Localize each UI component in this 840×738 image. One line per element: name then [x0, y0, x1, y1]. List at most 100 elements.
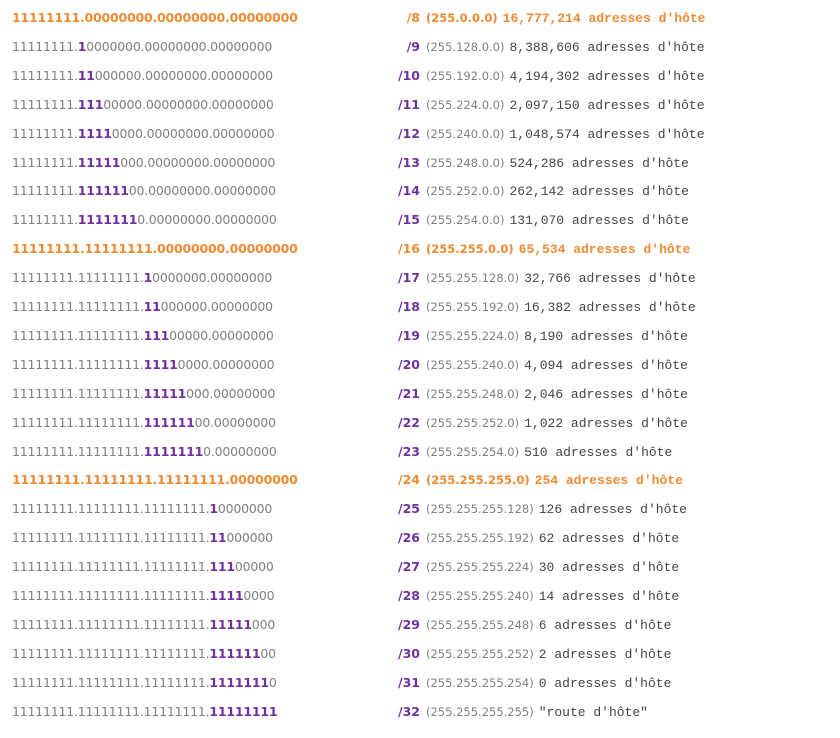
binary-part: 00 [260, 645, 276, 661]
network-bits: 1111111 [143, 443, 204, 459]
binary-part: 00000.00000000.00000000 [103, 96, 274, 112]
host-count: 262,142 adresses d'hôte [509, 184, 689, 200]
cidr-prefix: /14 [398, 183, 420, 199]
binary-part: 00.00000000 [194, 414, 277, 430]
binary-part: 11111111.11111111.11111111. [12, 674, 210, 690]
dotted-mask: (255.255.240.0) [426, 357, 520, 372]
network-bits: 1111 [209, 588, 244, 603]
binary-mask: 11111111.10000000.00000000.00000000 [12, 33, 377, 61]
cidr-prefix: /28 [398, 588, 420, 603]
network-bits: 1111111 [209, 674, 269, 690]
cidr-prefix: /16 [398, 241, 420, 257]
binary-part: 000 [251, 616, 276, 632]
dotted-mask: (255.255.255.128) [426, 502, 534, 517]
dotted-mask: (255.255.255.240) [426, 589, 534, 603]
binary-mask: 11111111.11111111.11110000.00000000 [12, 351, 377, 379]
dotted-mask: (255.248.0.0) [426, 155, 505, 170]
mask-info: (255.255.255.192) 62 adresses d'hôte [426, 524, 679, 553]
binary-part: 11111111. [12, 154, 78, 170]
host-count: 2 adresses d'hôte [538, 646, 672, 662]
dotted-mask: (255.254.0.0) [426, 213, 505, 228]
binary-part: 11111111. [12, 183, 78, 199]
host-count: 4,094 adresses d'hôte [524, 357, 688, 373]
host-count: 1,022 adresses d'hôte [524, 415, 688, 431]
host-count: 254 adresses d'hôte [534, 473, 683, 489]
dotted-mask: (255.224.0.0) [426, 97, 505, 112]
binary-part: 0000000.00000000 [152, 270, 273, 286]
binary-part: 00.00000000.00000000 [128, 183, 276, 199]
cidr-prefix: /15 [398, 212, 420, 228]
binary-part: 11111111.11111111.11111111.00000000 [12, 472, 298, 488]
host-count: 8,190 adresses d'hôte [524, 328, 688, 344]
dotted-mask: (255.252.0.0) [426, 184, 505, 199]
dotted-mask: (255.255.252.0) [426, 415, 520, 430]
binary-part: 11111111.11111111.11111111. [12, 703, 210, 719]
cidr-prefix: /24 [398, 472, 420, 488]
network-bits: 1 [209, 501, 218, 517]
host-count: 510 adresses d'hôte [524, 444, 673, 460]
cidr-prefix: /30 [398, 645, 420, 661]
network-bits: 111111 [77, 183, 129, 199]
host-count: 0 adresses d'hôte [538, 675, 672, 691]
cidr-prefix: /25 [398, 501, 420, 517]
cidr-prefix: /11 [398, 96, 420, 112]
binary-mask: 11111111.11111111.11111110.00000000 [12, 438, 377, 466]
network-bits: 11 [143, 299, 161, 314]
binary-part: 0000.00000000 [177, 356, 275, 372]
host-count: 126 adresses d'hôte [538, 502, 687, 518]
network-bits: 11 [77, 67, 95, 83]
network-bits: 11 [209, 530, 227, 546]
binary-mask: 11111111.00000000.00000000.00000000 [12, 4, 377, 32]
network-bits: 1111111 [77, 212, 138, 228]
binary-part: 0000000.00000000.00000000 [86, 38, 273, 54]
binary-part: 11111111.11111111. [12, 385, 144, 401]
binary-part: 11111111. [12, 212, 78, 228]
binary-part: 11111111.11111111. [12, 443, 144, 459]
binary-part: 000000 [226, 530, 273, 546]
mask-info: (255.255.255.248) 6 adresses d'hôte [426, 611, 671, 640]
binary-part: 000000.00000000.00000000 [94, 67, 273, 83]
dotted-mask: (255.192.0.0) [426, 68, 505, 83]
binary-part: 11111111.11111111.11111111. [12, 530, 210, 546]
mask-info: (255.255.255.128) 126 adresses d'hôte [426, 495, 687, 524]
binary-part: 11111111. [12, 67, 78, 83]
cidr-prefix: /12 [398, 125, 420, 141]
cidr-prefix: /17 [398, 270, 420, 286]
network-bits: 1111 [77, 125, 112, 141]
cidr-prefix: /18 [398, 299, 420, 314]
cidr-prefix: /26 [398, 530, 420, 546]
network-bits: 111 [209, 559, 235, 575]
binary-mask: 11111111.11111111.11111111.11111111 [12, 698, 377, 726]
binary-part: 11111111. [12, 125, 78, 141]
mask-info: (255.255.240.0) 4,094 adresses d'hôte [426, 351, 688, 380]
binary-part: 11111111.11111111. [12, 356, 144, 372]
host-count: 4,194,302 adresses d'hôte [509, 68, 705, 84]
host-count: 14 adresses d'hôte [538, 589, 680, 604]
binary-mask: 11111111.11111000.00000000.00000000 [12, 149, 377, 177]
cidr-prefix: /23 [398, 443, 420, 459]
dotted-mask: (255.255.128.0) [426, 271, 520, 286]
dotted-mask: (255.255.255.248) [426, 617, 534, 632]
host-count: 524,286 adresses d'hôte [509, 155, 689, 171]
dotted-mask: (255.255.248.0) [426, 386, 520, 401]
binary-mask: 11111111.11111111.11111111.11111000 [12, 611, 377, 639]
binary-part: 11111111. [12, 38, 78, 54]
binary-part: 000000.00000000 [160, 299, 274, 314]
dotted-mask: (255.255.192.0) [426, 300, 520, 314]
host-count: 2,097,150 adresses d'hôte [509, 97, 705, 113]
mask-info: (255.255.252.0) 1,022 adresses d'hôte [426, 409, 688, 438]
host-count: 16,382 adresses d'hôte [524, 300, 696, 315]
network-bits: 11111 [143, 385, 187, 401]
dotted-mask: (255.255.255.0) [426, 473, 530, 488]
cidr-prefix: /22 [398, 414, 420, 430]
binary-mask: 11111111.11111111.10000000.00000000 [12, 264, 377, 292]
cidr-prefix: /20 [398, 356, 420, 372]
network-bits: 1 [143, 270, 153, 286]
binary-part: 11111111.11111111.00000000.00000000 [12, 241, 298, 257]
dotted-mask: (255.255.224.0) [426, 328, 520, 343]
binary-mask: 11111111.11111110.00000000.00000000 [12, 206, 377, 234]
binary-part: 11111111.11111111. [12, 299, 144, 314]
binary-part: 11111111.11111111.11111111. [12, 559, 210, 575]
network-bits: 111 [77, 96, 104, 112]
binary-part: 0000.00000000.00000000 [111, 125, 275, 141]
